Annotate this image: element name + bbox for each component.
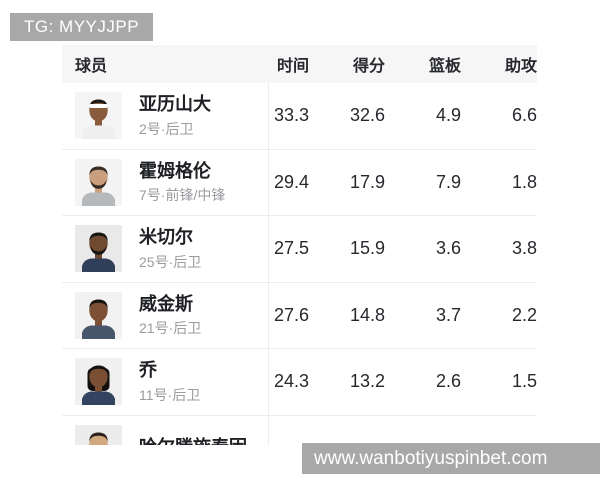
stat-rebounds: 2.6 [435, 371, 461, 392]
stat-assists: 2.2 [511, 304, 537, 325]
stat-assists: 1.5 [511, 371, 537, 392]
player-photo [75, 291, 122, 339]
column-divider [268, 45, 269, 445]
player-detail: 25号·后卫 [139, 253, 202, 270]
stat-rebounds: 7.9 [435, 171, 461, 192]
stat-minutes: 27.5 [273, 238, 309, 259]
col-header-minutes: 时间 [276, 58, 309, 75]
stat-minutes: 29.4 [273, 171, 309, 192]
stat-assists: 3.8 [511, 238, 537, 259]
player-stats-table: 球员 时间 得分 篮板 助攻 [62, 45, 537, 445]
stat-assists: 1.8 [511, 171, 537, 192]
player-photo [75, 158, 122, 206]
col-header-player: 球员 [75, 58, 108, 75]
player-photo [75, 225, 122, 273]
player-name: 霍姆格伦 [139, 160, 211, 181]
col-header-points: 得分 [352, 58, 385, 75]
stat-points: 17.9 [349, 171, 385, 192]
player-photo [75, 424, 122, 445]
stat-minutes: 27.6 [273, 304, 309, 325]
player-row-mitchell[interactable]: 米切尔 25号·后卫 27.5 15.9 3.6 3.8 [62, 216, 537, 283]
stat-points: 14.8 [349, 304, 385, 325]
stat-points: 32.6 [349, 105, 385, 126]
player-name: 米切尔 [139, 227, 193, 247]
player-name: 威金斯 [139, 293, 193, 314]
player-row-wiggins[interactable]: 威金斯 21号·后卫 27.6 14.8 3.7 2.2 [62, 283, 537, 349]
player-detail: 7号·前锋/中锋 [139, 187, 226, 203]
player-row-holmgren[interactable]: 霍姆格伦 7号·前锋/中锋 29.4 17.9 7.9 1.8 [62, 150, 537, 216]
table-header: 球员 时间 得分 篮板 助攻 [62, 45, 537, 83]
stat-points: 15.9 [349, 238, 385, 259]
player-row-joe[interactable]: 乔 11号·后卫 24.3 13.2 2.6 1.5 [62, 349, 537, 416]
player-name: 亚历山大 [139, 94, 211, 114]
stat-points: 13.2 [349, 371, 385, 392]
player-photo [75, 358, 122, 406]
player-detail: 2号·后卫 [139, 120, 194, 137]
player-photo [75, 92, 122, 140]
stat-assists: 6.6 [511, 105, 537, 126]
stat-rebounds: 3.7 [435, 304, 461, 325]
stat-minutes: 33.3 [273, 105, 309, 126]
telegram-badge: TG: MYYJJPP [10, 13, 154, 41]
player-detail: 11号·后卫 [139, 386, 201, 403]
player-name: 哈尔滕施泰因 [139, 436, 247, 446]
player-detail: 21号·后卫 [139, 320, 202, 336]
player-name: 乔 [139, 360, 157, 380]
player-row-alexander[interactable]: 亚历山大 2号·后卫 33.3 32.6 4.9 6.6 [62, 83, 537, 150]
player-row-hartenstein[interactable]: 哈尔滕施泰因 [62, 416, 537, 446]
stat-rebounds: 4.9 [435, 105, 461, 126]
col-header-assists: 助攻 [504, 58, 537, 75]
stat-rebounds: 3.6 [435, 238, 461, 259]
stat-minutes: 24.3 [273, 371, 309, 392]
watermark-bar: www.wanbotiyuspinbet.com [302, 443, 600, 474]
col-header-rebounds: 篮板 [428, 58, 461, 75]
